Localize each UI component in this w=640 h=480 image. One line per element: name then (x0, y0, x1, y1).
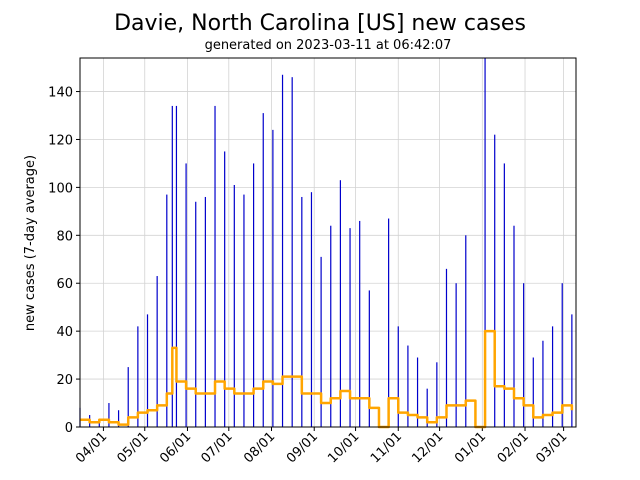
bar (465, 235, 467, 427)
bar (281, 74, 284, 427)
y-tick-label: 140 (48, 86, 73, 101)
bar (272, 129, 274, 427)
bar (561, 283, 563, 427)
average-line (80, 329, 574, 429)
y-tick-label: 40 (56, 325, 73, 340)
bar (426, 388, 428, 427)
bar (349, 228, 351, 427)
bar (108, 403, 110, 427)
bar (166, 194, 168, 427)
bar (204, 196, 206, 427)
bar (484, 58, 486, 427)
bar (388, 218, 390, 427)
bar (137, 326, 139, 427)
bar (494, 134, 496, 427)
bar (156, 276, 158, 427)
bar (436, 362, 438, 427)
bar (571, 314, 573, 427)
bar (243, 194, 245, 427)
bar (224, 151, 226, 427)
plot-frame (79, 57, 577, 428)
bar (233, 184, 235, 427)
y-tick-label: 20 (56, 373, 73, 388)
bar (301, 196, 303, 427)
bar (291, 77, 293, 428)
bar (185, 163, 187, 427)
bar (195, 201, 197, 427)
bar (320, 256, 322, 427)
bar (503, 163, 505, 427)
bar (214, 105, 216, 427)
bar (416, 357, 419, 427)
y-tick-label: 100 (48, 181, 73, 196)
bar (339, 180, 341, 427)
bar (542, 340, 544, 427)
y-tick-label: 120 (48, 133, 73, 148)
bar (171, 105, 173, 427)
bar (146, 314, 149, 427)
bar (532, 357, 534, 427)
y-tick-label: 0 (65, 421, 73, 436)
bar (117, 410, 120, 427)
y-tick-label: 60 (56, 277, 73, 292)
bar (455, 283, 457, 427)
chart-subtitle: generated on 2023-03-11 at 06:42:07 (205, 38, 452, 53)
bar (262, 113, 264, 428)
bar (551, 326, 554, 427)
bar (445, 268, 448, 427)
bar (368, 290, 370, 427)
bar (407, 345, 409, 427)
y-axis-label: new cases (7-day average) (23, 155, 38, 331)
bar (127, 367, 129, 427)
bar (330, 225, 332, 427)
bar (397, 326, 399, 427)
chart-title: Davie, North Carolina [US] new cases (114, 11, 526, 36)
bar (175, 105, 178, 427)
bar (523, 283, 525, 427)
bar (359, 220, 361, 427)
bar (310, 192, 313, 427)
bar (253, 163, 255, 427)
bar (513, 225, 515, 427)
y-tick-label: 80 (56, 229, 73, 244)
